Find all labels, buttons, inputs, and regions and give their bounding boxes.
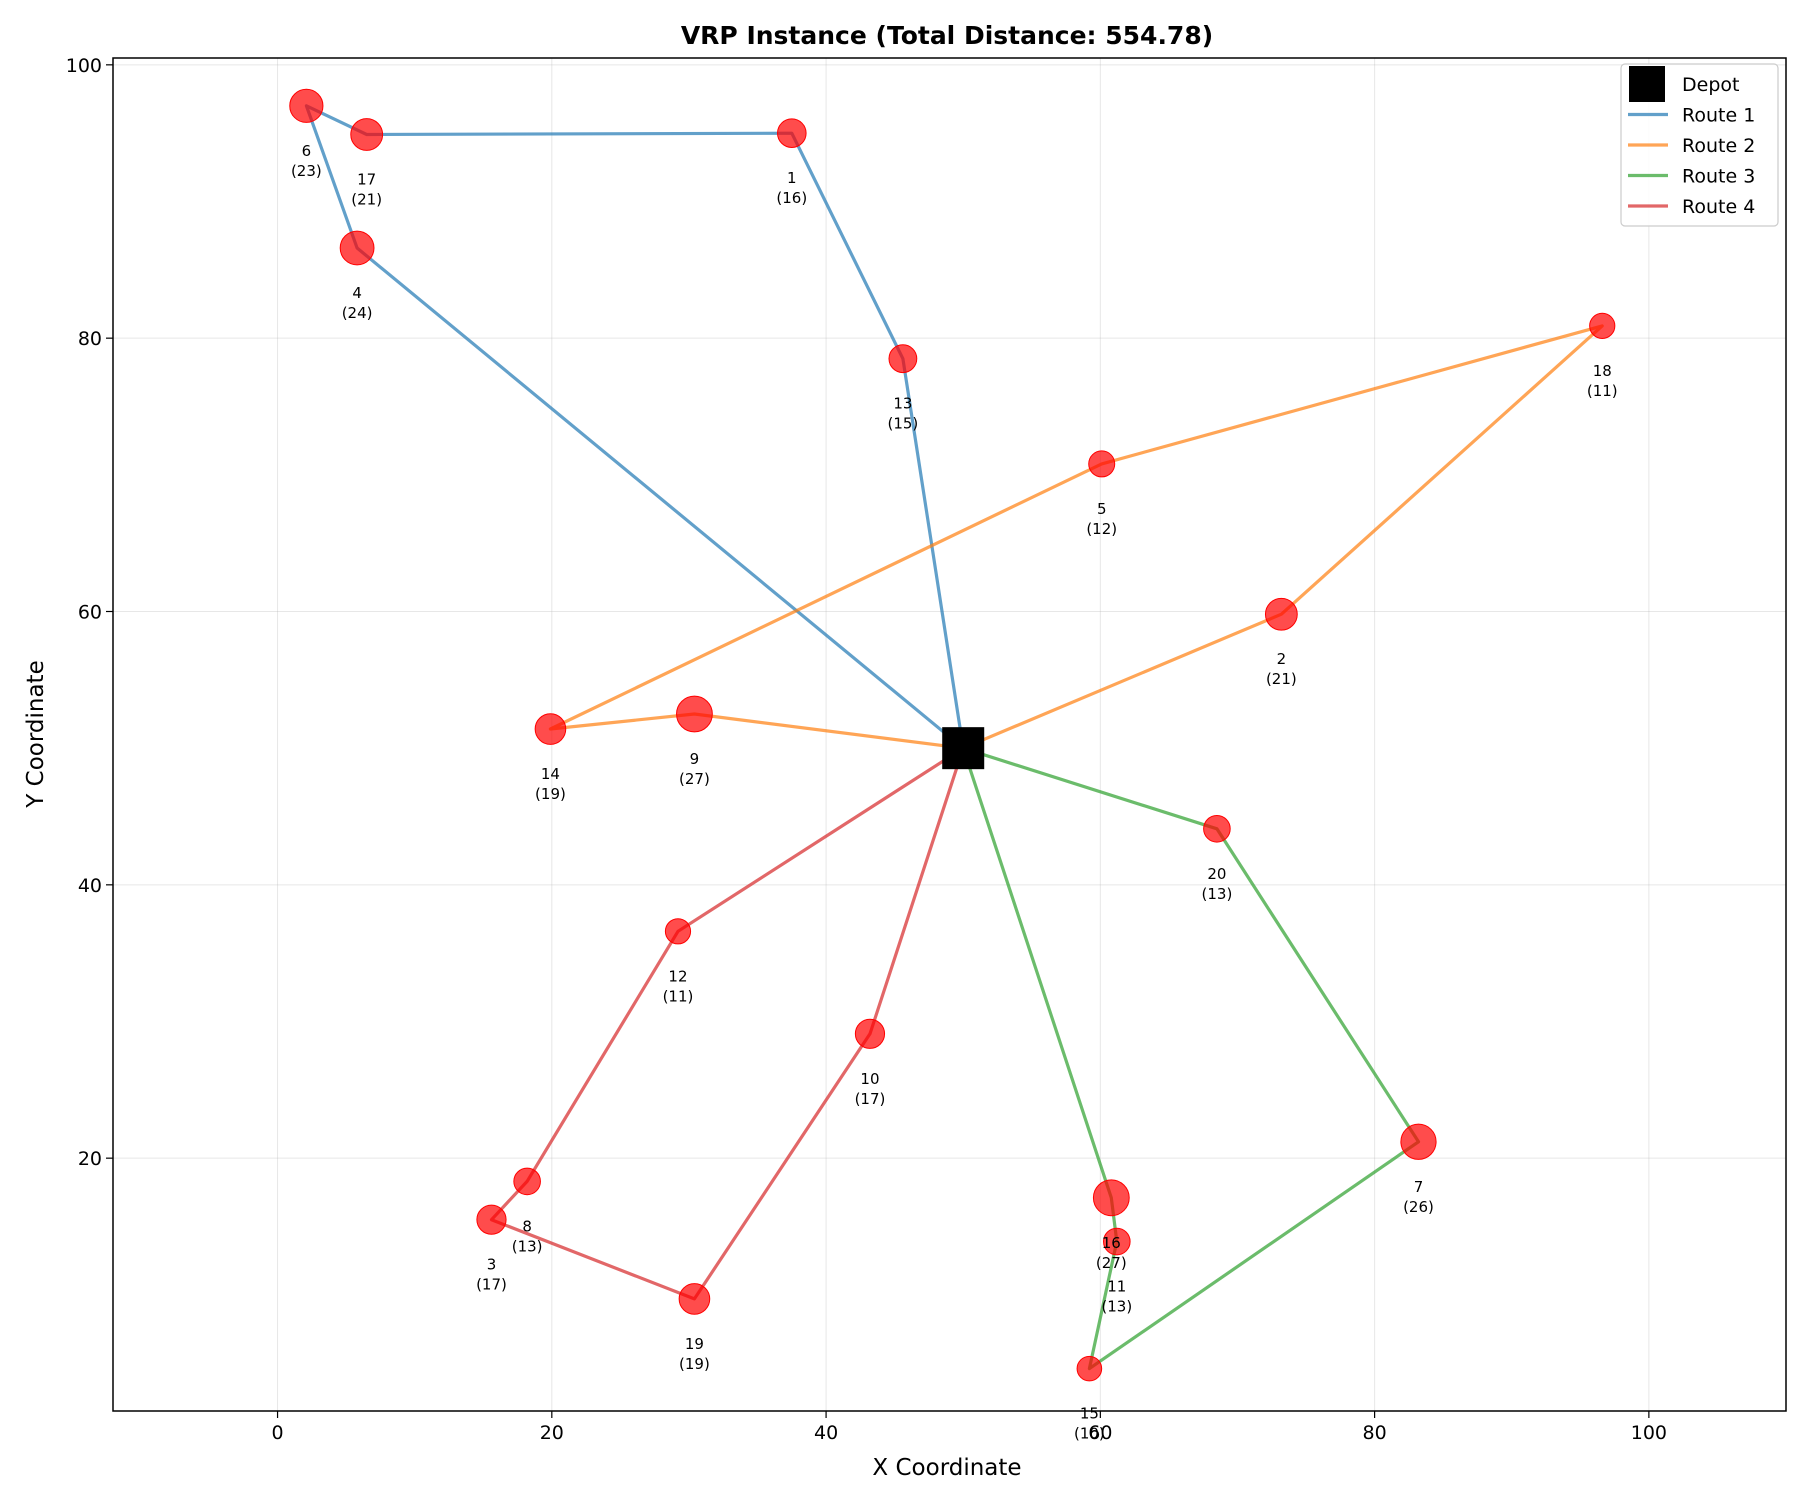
customer-point-3 — [476, 1204, 507, 1235]
x-tick-label: 40 — [814, 1422, 838, 1444]
customer-demand-label-4: (24) — [342, 304, 373, 322]
customer-id-label-14: 14 — [541, 765, 560, 783]
customer-point-7 — [1400, 1123, 1437, 1160]
customer-point-6 — [289, 88, 324, 123]
axis-ticks: 0 20 40 60 80 100 20 40 60 80 100 — [66, 55, 1667, 1444]
customer-demand-label-2: (21) — [1266, 670, 1297, 688]
customer-point-1 — [776, 118, 807, 148]
customer-point-12 — [664, 918, 692, 945]
legend-frame — [1620, 63, 1779, 227]
y-tick-label: 100 — [66, 55, 102, 77]
customer-id-label-1: 1 — [787, 169, 797, 187]
customer-demand-label-13: (15) — [887, 415, 918, 433]
y-tick-label: 80 — [78, 328, 102, 350]
customer-point-11 — [1103, 1227, 1131, 1256]
y-axis-label: Y Coordinate — [23, 660, 49, 808]
customer-point-13 — [888, 344, 918, 374]
customer-id-label-3: 3 — [487, 1256, 497, 1274]
customer-point-10 — [854, 1018, 886, 1049]
customer-demand-label-3: (17) — [476, 1276, 507, 1294]
customer-demand-label-6: (23) — [291, 162, 322, 180]
customer-demand-label-12: (11) — [663, 987, 694, 1005]
customer-id-label-6: 6 — [302, 142, 312, 160]
legend: Depot Route 1 Route 2 Route 3 Route 4 — [1620, 63, 1779, 227]
legend-depot-label: Depot — [1682, 74, 1739, 96]
customer-demand-label-20: (13) — [1202, 885, 1233, 903]
customer-demand-label-7: (26) — [1403, 1198, 1434, 1216]
legend-route-label-1: Route 1 — [1682, 105, 1755, 127]
x-tick-label: 80 — [1363, 1422, 1387, 1444]
customer-demand-label-18: (11) — [1587, 382, 1618, 400]
x-tick-label: 20 — [540, 1422, 564, 1444]
customer-id-label-4: 4 — [352, 284, 362, 302]
customer-point-19 — [678, 1283, 711, 1315]
customer-point-8 — [513, 1167, 541, 1196]
y-tick-label: 40 — [78, 875, 102, 897]
customer-demand-label-1: (16) — [776, 189, 807, 207]
customer-id-label-10: 10 — [860, 1070, 879, 1088]
customer-id-label-2: 2 — [1277, 650, 1287, 668]
y-tick-label: 20 — [78, 1148, 102, 1170]
legend-depot-marker — [1629, 66, 1665, 102]
customer-point-4 — [339, 230, 375, 266]
customer-id-label-9: 9 — [690, 750, 700, 768]
customer-id-label-16: 16 — [1102, 1234, 1121, 1252]
customer-point-9 — [676, 695, 713, 733]
chart-title: VRP Instance (Total Distance: 554.78) — [681, 21, 1213, 50]
customer-demand-label-9: (27) — [679, 770, 710, 788]
legend-route-label-4: Route 4 — [1682, 196, 1755, 218]
customer-point-17 — [350, 118, 384, 151]
customer-point-20 — [1203, 815, 1231, 843]
customer-demand-label-19: (19) — [679, 1355, 710, 1373]
customer-point-5 — [1088, 450, 1116, 478]
plot-frame — [112, 57, 1787, 1412]
customer-id-label-15: 15 — [1080, 1405, 1099, 1423]
customer-demand-label-17: (21) — [351, 191, 382, 209]
customer-demand-label-10: (17) — [855, 1090, 886, 1108]
depot-marker — [942, 727, 985, 770]
customer-demand-label-16: (27) — [1096, 1254, 1127, 1272]
customer-id-label-5: 5 — [1097, 500, 1107, 518]
customer-point-16 — [1092, 1179, 1130, 1217]
customer-demand-label-15: (10) — [1074, 1425, 1105, 1443]
customer-point-18 — [1589, 312, 1616, 339]
customer-id-label-17: 17 — [357, 171, 376, 189]
customer-id-label-7: 7 — [1414, 1178, 1424, 1196]
x-tick-label: 60 — [1088, 1422, 1112, 1444]
customer-id-label-12: 12 — [668, 967, 687, 985]
customer-demand-label-11: (13) — [1101, 1298, 1132, 1316]
x-tick-label: 100 — [1631, 1422, 1667, 1444]
customer-point-15 — [1076, 1355, 1103, 1382]
x-tick-label: 0 — [272, 1422, 284, 1444]
customer-id-label-11: 11 — [1107, 1278, 1126, 1296]
customer-point-2 — [1264, 597, 1298, 631]
grid-lines — [113, 58, 1786, 1411]
customer-labels: 1 (16) 2 (21) 3 (17) 4 (24) 5 (12) 6 (23) 7 (26) 8 (13)… — [291, 142, 1618, 1443]
customer-demand-label-5: (12) — [1086, 520, 1117, 538]
customer-id-label-20: 20 — [1207, 865, 1226, 883]
customer-id-label-18: 18 — [1593, 362, 1612, 380]
customer-id-label-13: 13 — [893, 395, 912, 413]
customer-id-label-8: 8 — [522, 1217, 532, 1235]
customer-markers — [289, 88, 1616, 1382]
legend-route-label-3: Route 3 — [1682, 166, 1755, 188]
customer-point-14 — [534, 713, 567, 745]
customer-id-label-19: 19 — [685, 1335, 704, 1353]
customer-demand-label-8: (13) — [512, 1237, 543, 1255]
legend-route-label-2: Route 2 — [1682, 135, 1755, 157]
x-axis-label: X Coordinate — [872, 1455, 1021, 1481]
depot-layer — [942, 727, 985, 770]
customer-demand-label-14: (19) — [535, 785, 566, 803]
y-tick-label: 60 — [78, 602, 102, 624]
